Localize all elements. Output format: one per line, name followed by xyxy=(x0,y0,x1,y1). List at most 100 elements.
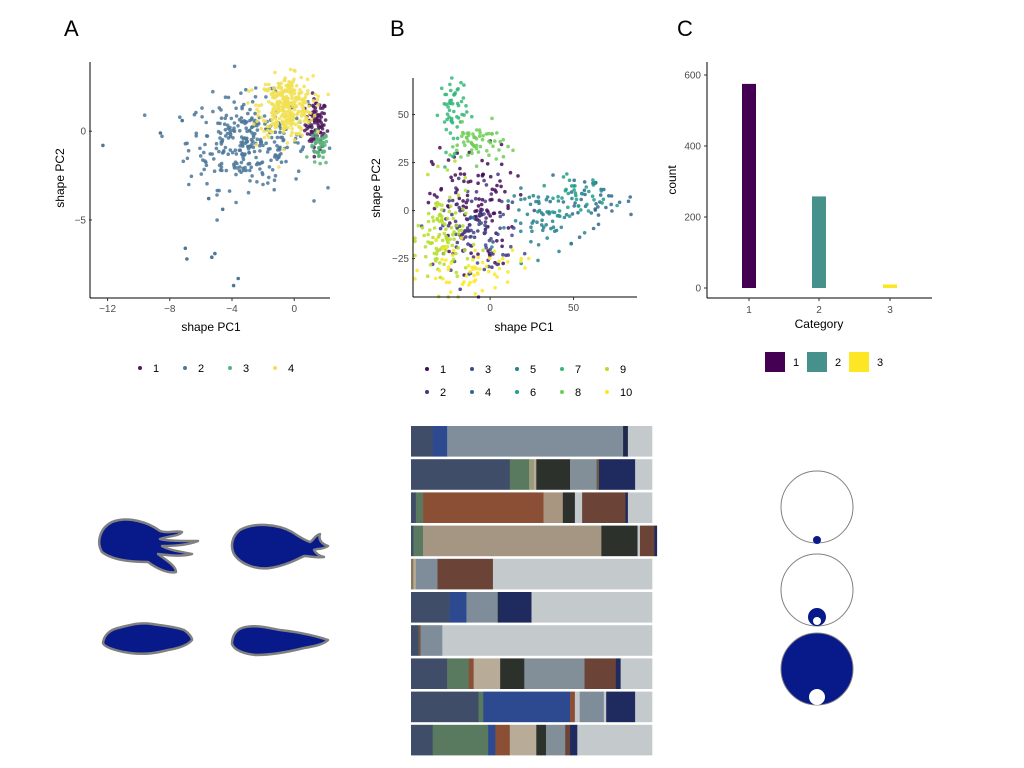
data-point-series-2 xyxy=(248,128,252,133)
data-point-series-4 xyxy=(282,115,286,119)
data-point-series-7 xyxy=(435,113,440,118)
data-point-series-2 xyxy=(231,283,236,288)
color-segment xyxy=(500,658,525,689)
data-point-series-5 xyxy=(513,219,518,223)
color-segment xyxy=(411,592,450,623)
data-point-series-10 xyxy=(487,269,491,274)
data-point-series-4 xyxy=(589,211,594,215)
color-segment xyxy=(579,691,605,723)
data-point-series-2 xyxy=(232,126,236,130)
data-point-series-4 xyxy=(279,81,284,86)
data-point-series-2 xyxy=(246,111,250,116)
data-point-series-6 xyxy=(586,209,591,213)
data-point-series-10 xyxy=(506,270,510,274)
data-point-series-2 xyxy=(204,120,208,125)
data-point-series-2 xyxy=(254,155,258,160)
data-point-series-6 xyxy=(557,209,562,213)
data-point-series-9 xyxy=(413,236,417,240)
color-bar-row xyxy=(411,426,653,457)
y-tick-label: 50 xyxy=(398,110,410,121)
data-point-series-1 xyxy=(457,196,462,201)
data-point-series-7 xyxy=(470,114,474,119)
data-point-series-2 xyxy=(213,251,217,256)
data-point-series-4 xyxy=(598,193,603,197)
data-point-series-4 xyxy=(326,92,331,97)
data-point-series-2 xyxy=(248,107,252,112)
data-point-series-9 xyxy=(446,240,450,245)
color-segment xyxy=(473,658,501,689)
color-segment xyxy=(413,525,424,557)
data-point-series-2 xyxy=(234,200,238,205)
data-point-series-8 xyxy=(466,139,470,143)
data-point-series-4 xyxy=(251,122,256,126)
data-point-series-1 xyxy=(476,173,481,178)
data-point-series-4 xyxy=(596,222,601,227)
data-point-series-1 xyxy=(480,197,485,202)
data-point-series-2 xyxy=(242,102,246,107)
data-point-series-1 xyxy=(429,159,434,164)
panel-c-ticks: 0 200 400 600 1 2 3 xyxy=(684,71,893,317)
data-point-series-2 xyxy=(254,162,259,167)
data-point-series-10 xyxy=(476,255,481,260)
data-point-series-6 xyxy=(590,194,595,198)
data-point-series-8 xyxy=(477,134,482,138)
data-point-series-4 xyxy=(292,77,296,82)
data-point-series-2 xyxy=(237,117,242,122)
data-point-series-2 xyxy=(464,235,468,239)
data-point-series-1 xyxy=(476,252,480,256)
x-tick-label: 50 xyxy=(568,303,580,314)
data-point-series-2 xyxy=(233,160,238,164)
color-segment xyxy=(536,724,547,756)
data-point-series-4 xyxy=(285,141,290,145)
data-point-series-6 xyxy=(560,196,564,200)
data-point-series-4 xyxy=(289,133,294,138)
data-point-series-3 xyxy=(471,230,476,235)
data-point-series-3 xyxy=(321,140,326,145)
data-point-series-2 xyxy=(200,106,204,110)
data-point-series-4 xyxy=(298,119,302,123)
data-point-series-2 xyxy=(300,147,305,152)
data-point-series-2 xyxy=(243,165,247,170)
data-point-series-4 xyxy=(268,129,273,133)
data-point-series-4 xyxy=(294,83,299,88)
data-point-series-1 xyxy=(499,162,504,167)
data-point-series-5 xyxy=(535,220,539,224)
data-point-series-1 xyxy=(462,179,466,184)
data-point-series-7 xyxy=(452,151,457,156)
data-point-series-5 xyxy=(544,223,548,227)
color-segment xyxy=(545,724,566,756)
legend-key-1 xyxy=(425,367,429,371)
data-point-series-3 xyxy=(489,236,493,241)
panel-b-scatter: 0 50 −25 0 25 50 shape PC1 shape PC2 1 2 3 4 5 6 7 8… xyxy=(369,76,637,399)
data-point-series-2 xyxy=(463,229,467,233)
data-point-series-5 xyxy=(562,215,567,220)
data-point-series-2 xyxy=(482,178,486,183)
data-point-series-4 xyxy=(262,119,266,123)
panel-b-y-title: shape PC2 xyxy=(369,158,383,218)
data-point-series-8 xyxy=(486,131,491,136)
data-point-series-9 xyxy=(445,168,450,172)
data-point-series-4 xyxy=(271,114,275,118)
data-point-series-1 xyxy=(506,206,510,211)
data-point-series-9 xyxy=(463,175,468,180)
data-point-series-7 xyxy=(456,87,460,91)
data-point-series-8 xyxy=(485,149,489,153)
data-point-series-1 xyxy=(320,126,325,131)
panel-c-letter: C xyxy=(677,16,693,41)
color-bars-group xyxy=(411,426,658,756)
data-point-series-2 xyxy=(255,128,260,132)
data-point-series-3 xyxy=(477,212,482,217)
data-point-series-2 xyxy=(234,106,238,111)
color-segment xyxy=(570,691,576,723)
y-tick-label: −5 xyxy=(75,215,87,226)
data-point-series-4 xyxy=(285,84,290,89)
data-point-series-1 xyxy=(309,137,313,141)
data-point-series-10 xyxy=(473,278,478,282)
color-segment xyxy=(574,492,583,523)
data-point-series-7 xyxy=(447,108,452,113)
data-point-series-2 xyxy=(267,165,272,169)
data-point-series-1 xyxy=(477,197,481,201)
color-segment xyxy=(635,459,653,490)
data-point-series-10 xyxy=(519,256,523,261)
data-point-series-7 xyxy=(439,86,444,91)
